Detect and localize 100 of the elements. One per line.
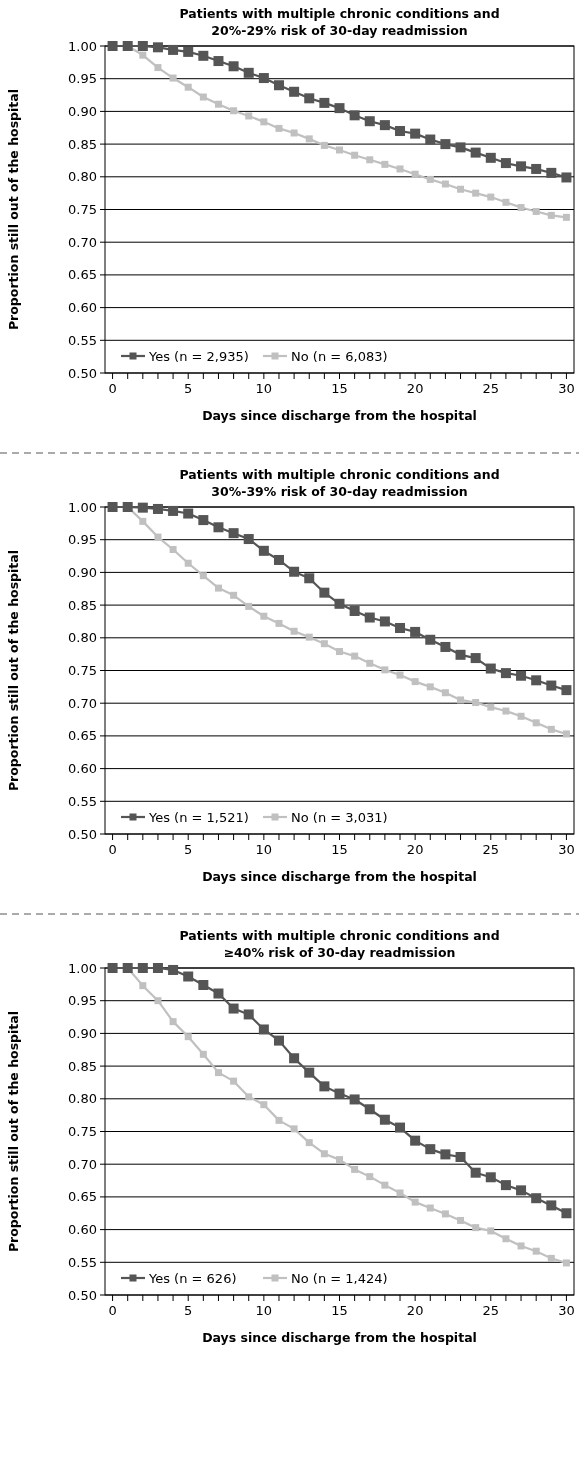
point	[137, 41, 148, 51]
point	[168, 505, 179, 516]
y-tick-label: 0.80	[68, 1091, 97, 1107]
point	[199, 1050, 207, 1058]
y-tick-label: 0.55	[68, 1254, 97, 1270]
point	[334, 103, 345, 114]
point	[366, 659, 374, 667]
point	[273, 554, 284, 565]
point	[154, 997, 162, 1005]
legend-label: No (n = 1,424)	[291, 1270, 388, 1286]
point	[152, 42, 163, 53]
x-tick-label: 0	[108, 1303, 117, 1318]
point	[366, 1173, 374, 1181]
point	[472, 699, 480, 707]
point	[139, 982, 147, 990]
point	[411, 170, 419, 178]
point	[425, 134, 436, 145]
point	[320, 1150, 328, 1158]
point	[562, 1259, 570, 1267]
point	[184, 559, 192, 567]
point	[169, 546, 177, 554]
point	[547, 725, 555, 733]
y-tick-label: 0.50	[68, 365, 97, 381]
point	[260, 612, 268, 620]
point	[336, 146, 343, 154]
y-tick-label: 0.90	[68, 564, 97, 580]
point	[230, 591, 238, 599]
point	[546, 1200, 557, 1211]
point	[304, 1067, 315, 1078]
point	[184, 83, 192, 91]
point	[381, 1181, 389, 1189]
y-tick-label: 1.00	[68, 960, 97, 976]
point	[531, 675, 542, 686]
point	[457, 696, 465, 704]
point	[440, 641, 451, 652]
point	[472, 189, 480, 197]
point	[139, 51, 147, 59]
point	[245, 1093, 253, 1101]
y-tick-label: 0.70	[68, 1156, 97, 1172]
point	[517, 712, 525, 720]
point	[184, 1033, 192, 1041]
y-tick-label: 1.00	[68, 38, 97, 54]
x-axis-title: Days since discharge from the hospital	[202, 869, 477, 884]
y-tick-label: 0.65	[68, 728, 97, 744]
point	[546, 167, 557, 178]
point	[440, 1149, 451, 1160]
x-tick-label: 5	[184, 842, 193, 857]
point	[516, 161, 527, 172]
point	[379, 1114, 390, 1125]
point	[198, 980, 209, 990]
point	[243, 67, 254, 78]
point	[243, 534, 254, 545]
point	[154, 533, 162, 541]
point	[500, 668, 511, 679]
point	[213, 522, 224, 533]
point	[183, 971, 194, 982]
point	[487, 193, 495, 201]
y-tick-label: 0.95	[68, 993, 97, 1009]
point	[290, 1125, 298, 1133]
point	[213, 56, 224, 67]
point	[411, 1198, 419, 1206]
point	[137, 502, 148, 513]
point	[364, 116, 375, 127]
chart-title: Patients with multiple chronic conditions and 30%-39% risk of 30-day readmission	[179, 467, 500, 499]
point	[379, 616, 390, 627]
point	[440, 139, 451, 150]
point	[547, 1254, 555, 1262]
point	[258, 73, 269, 84]
x-tick-label: 20	[406, 1303, 424, 1318]
x-tick-label: 15	[331, 381, 348, 396]
point	[502, 707, 510, 715]
point	[395, 126, 406, 137]
point	[457, 1216, 465, 1224]
point	[198, 515, 209, 526]
point	[531, 163, 542, 174]
point	[290, 129, 298, 137]
point	[334, 1088, 345, 1099]
point	[336, 648, 343, 656]
point	[289, 1053, 300, 1064]
point	[304, 573, 315, 584]
point	[245, 112, 253, 120]
point	[470, 653, 481, 664]
x-tick-label: 0	[108, 842, 117, 857]
point	[410, 1135, 421, 1146]
point	[381, 160, 389, 168]
legend-label: No (n = 6,083)	[291, 348, 388, 364]
point	[245, 602, 253, 610]
x-tick-label: 30	[558, 1303, 575, 1318]
legend-label: No (n = 3,031)	[291, 809, 388, 825]
point	[426, 1204, 434, 1212]
y-tick-label: 1.00	[68, 499, 97, 515]
x-tick-label: 10	[255, 381, 273, 396]
point	[561, 172, 572, 183]
point	[260, 118, 268, 126]
point	[273, 80, 284, 91]
point	[364, 612, 375, 623]
point	[275, 1116, 283, 1124]
x-tick-label: 20	[406, 842, 424, 857]
x-tick-label: 15	[331, 1303, 348, 1318]
point	[485, 152, 496, 163]
